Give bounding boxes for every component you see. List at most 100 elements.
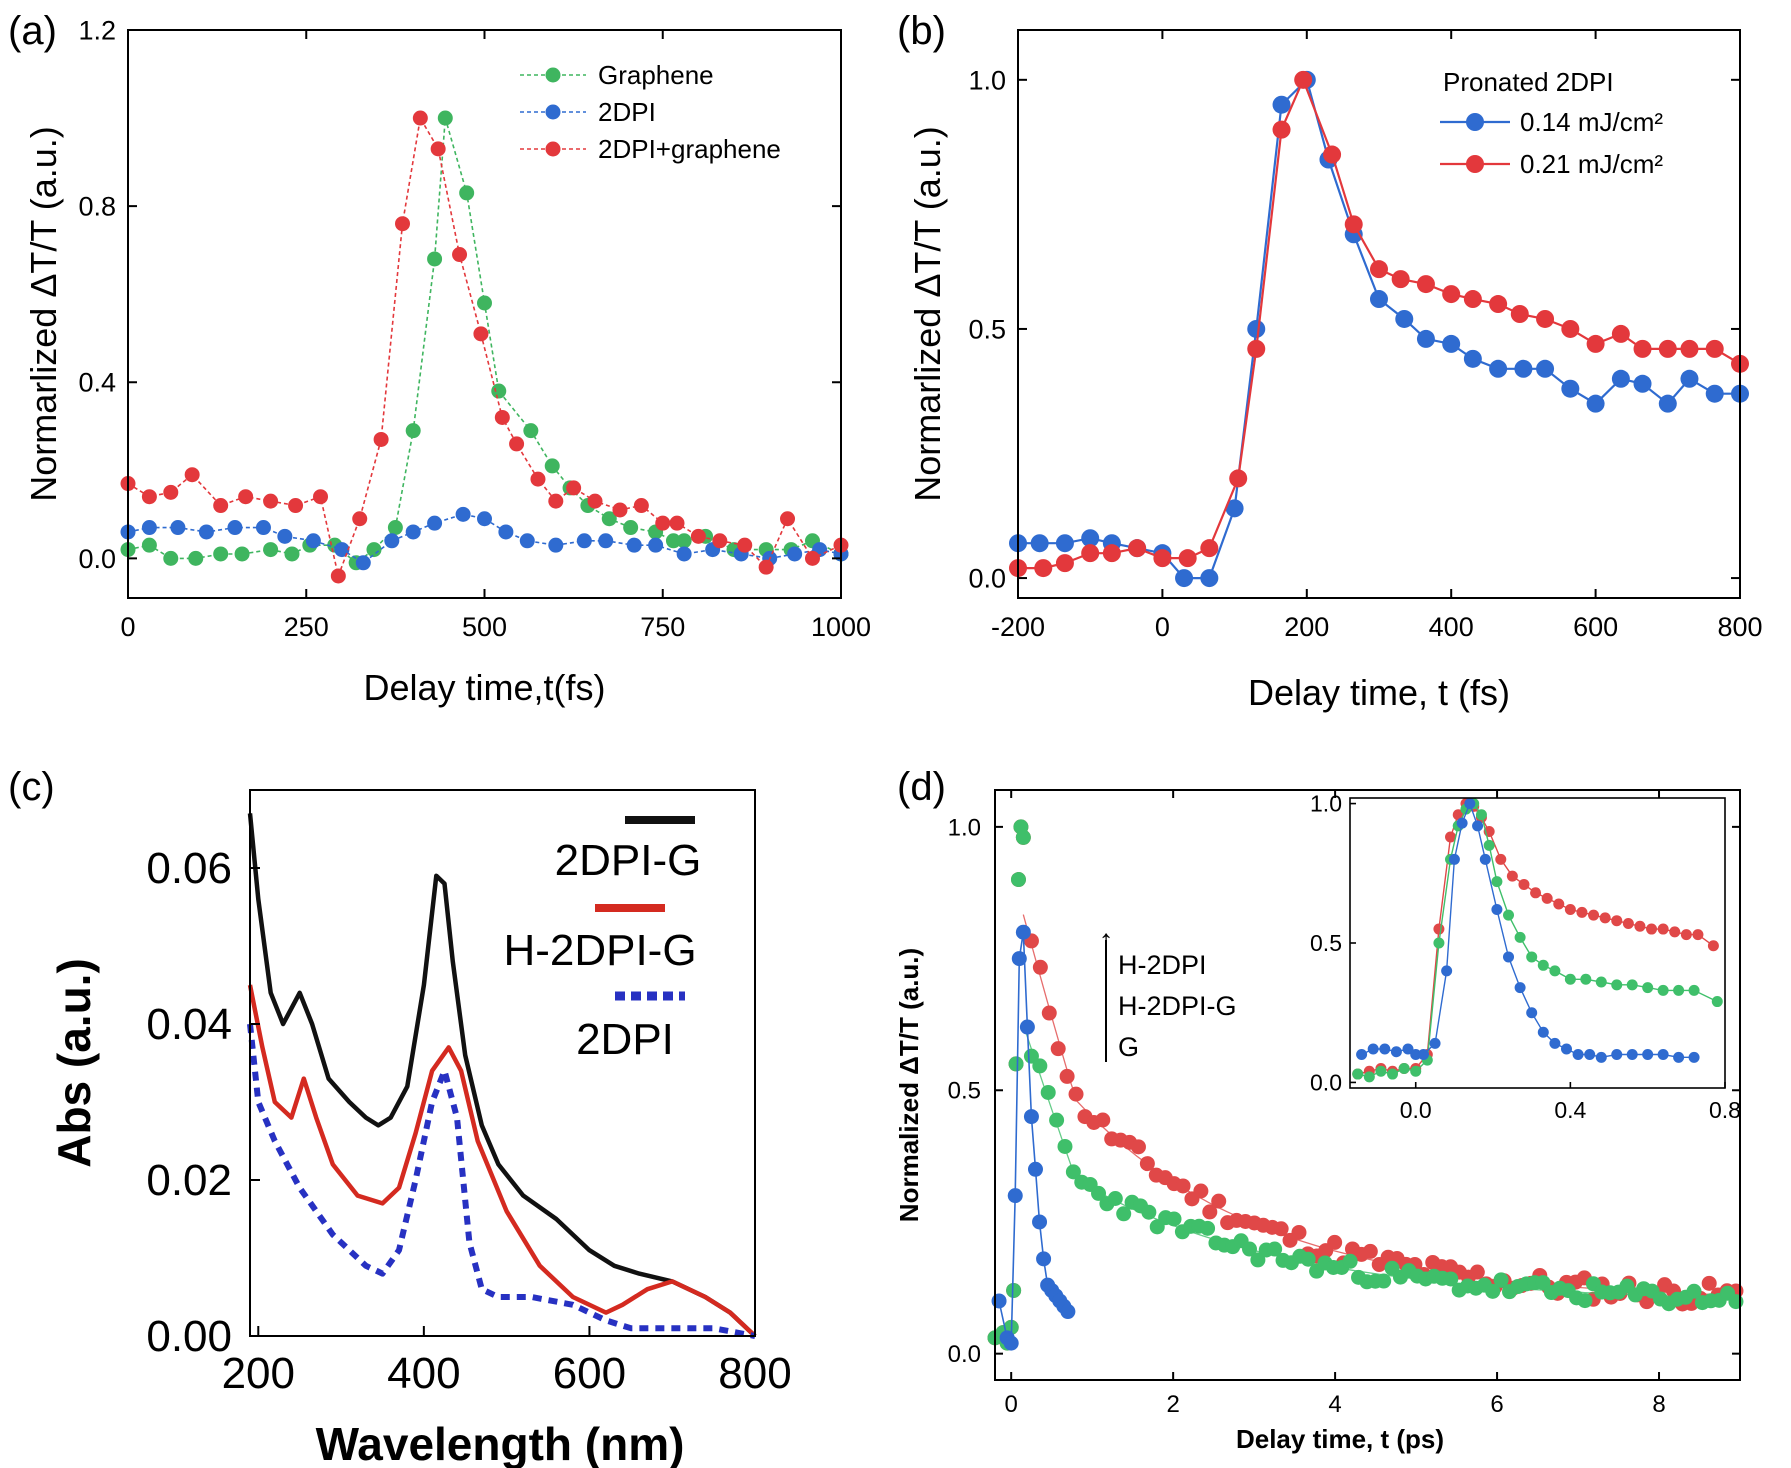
data-point [548, 493, 564, 509]
x-tick-label: 8 [1652, 1391, 1665, 1418]
panel-label-a: (a) [8, 9, 57, 53]
data-point [576, 533, 592, 549]
data-point [1489, 295, 1508, 314]
y-tick-label: 1.2 [78, 15, 116, 45]
data-point [238, 489, 254, 505]
data-point [1055, 554, 1074, 573]
data-point [1370, 290, 1388, 309]
y-tick-label: 0.00 [146, 1312, 232, 1361]
data-point [384, 533, 400, 549]
y-tick-label: 0.0 [968, 564, 1006, 594]
data-point [1059, 1068, 1075, 1084]
y-tick-label: 0.4 [78, 368, 116, 398]
data-point [352, 511, 368, 527]
data-point [1139, 1156, 1155, 1172]
data-point [1611, 369, 1630, 388]
data-point [1344, 215, 1363, 234]
data-point [1011, 951, 1027, 967]
data-point [1658, 394, 1677, 413]
data-point [1049, 1112, 1065, 1128]
data-point [1095, 1112, 1111, 1128]
x-tick-label: 4 [1328, 1391, 1341, 1418]
data-point [412, 110, 428, 126]
data-point [1342, 1253, 1358, 1269]
inset-data-point [1553, 898, 1565, 910]
data-point [1391, 270, 1410, 289]
inset-x-tick-label: 0.4 [1554, 1097, 1586, 1123]
data-point [1008, 1056, 1024, 1072]
data-point [665, 533, 681, 549]
data-point [1561, 319, 1580, 338]
data-point [1036, 1251, 1052, 1267]
x-axis-title: Delay time, t (fs) [1248, 672, 1510, 713]
x-tick-label: 200 [1284, 612, 1329, 642]
data-point [1175, 569, 1194, 588]
inset-data-point [1549, 965, 1561, 977]
data-point [1267, 1241, 1283, 1257]
data-point [1442, 285, 1461, 304]
data-point [163, 484, 179, 500]
data-point [1027, 1161, 1043, 1177]
data-point [1013, 819, 1029, 835]
inset-data-point [1441, 965, 1453, 977]
inset-data-point [1572, 1049, 1584, 1061]
inset-data-point [1657, 1049, 1669, 1061]
inset-data-point [1622, 917, 1634, 929]
legend-title: Pronated 2DPI [1443, 67, 1614, 97]
inset-data-point [1611, 1049, 1623, 1061]
data-point [1493, 1272, 1509, 1288]
panel-label-c: (c) [8, 765, 55, 809]
inset-background [1350, 798, 1725, 1088]
inset-data-point [1456, 817, 1468, 829]
data-point [387, 520, 403, 536]
data-point [1633, 339, 1652, 358]
inset-data-point [1599, 912, 1611, 924]
inset-data-point [1707, 940, 1719, 952]
panel-label-b: (b) [897, 9, 946, 53]
inset-data-point [1514, 982, 1526, 994]
data-point [437, 110, 453, 126]
x-tick-label: 0 [1005, 1391, 1018, 1418]
inset-data-point [1503, 951, 1515, 963]
data-point [1250, 1252, 1266, 1268]
data-point [1128, 539, 1147, 558]
inset-y-tick-label: 1.0 [1310, 791, 1342, 817]
data-point [366, 542, 382, 558]
plot-frame-c [249, 789, 756, 1337]
data-point [1536, 359, 1555, 378]
data-point [1633, 374, 1652, 393]
inset-data-point [1680, 929, 1692, 941]
data-point [1536, 309, 1555, 328]
x-tick-label: 600 [1573, 612, 1618, 642]
inset-plot: 0.0 0.4 0.8 0.0 0.5 1.0 [1310, 791, 1741, 1123]
y-tick-label: 0.5 [948, 1078, 981, 1105]
panel-label-d: (d) [897, 765, 946, 809]
data-point [1510, 305, 1529, 323]
inset-data-point [1390, 1046, 1402, 1058]
data-point [1362, 1243, 1378, 1259]
inset-data-point [1429, 1037, 1441, 1049]
x-axis-title: Delay time,t(fs) [363, 667, 605, 708]
inset-data-point [1711, 996, 1723, 1008]
plot-frame-b [1017, 29, 1741, 599]
data-point [1225, 499, 1244, 518]
data-point [1561, 379, 1580, 398]
data-point [1032, 1058, 1048, 1074]
data-point [1658, 339, 1677, 358]
y-axis-title: Abs (a.u.) [48, 958, 100, 1168]
inset-data-point [1560, 1043, 1572, 1055]
y-axis-title: Normalized ΔT/T (a.u.) [894, 948, 924, 1222]
data-point [430, 141, 446, 157]
data-point [427, 515, 443, 531]
legend-label: Graphene [598, 60, 714, 90]
inset-data-point [1673, 1051, 1685, 1063]
y-tick-label: 0.5 [968, 314, 1006, 344]
data-point [1023, 1048, 1039, 1064]
data-point [1728, 1294, 1744, 1310]
data-point [1586, 394, 1605, 413]
data-point [227, 520, 243, 536]
data-point [330, 568, 346, 584]
data-point [1416, 275, 1435, 294]
inset-data-point [1375, 1065, 1387, 1077]
data-point [263, 493, 279, 509]
